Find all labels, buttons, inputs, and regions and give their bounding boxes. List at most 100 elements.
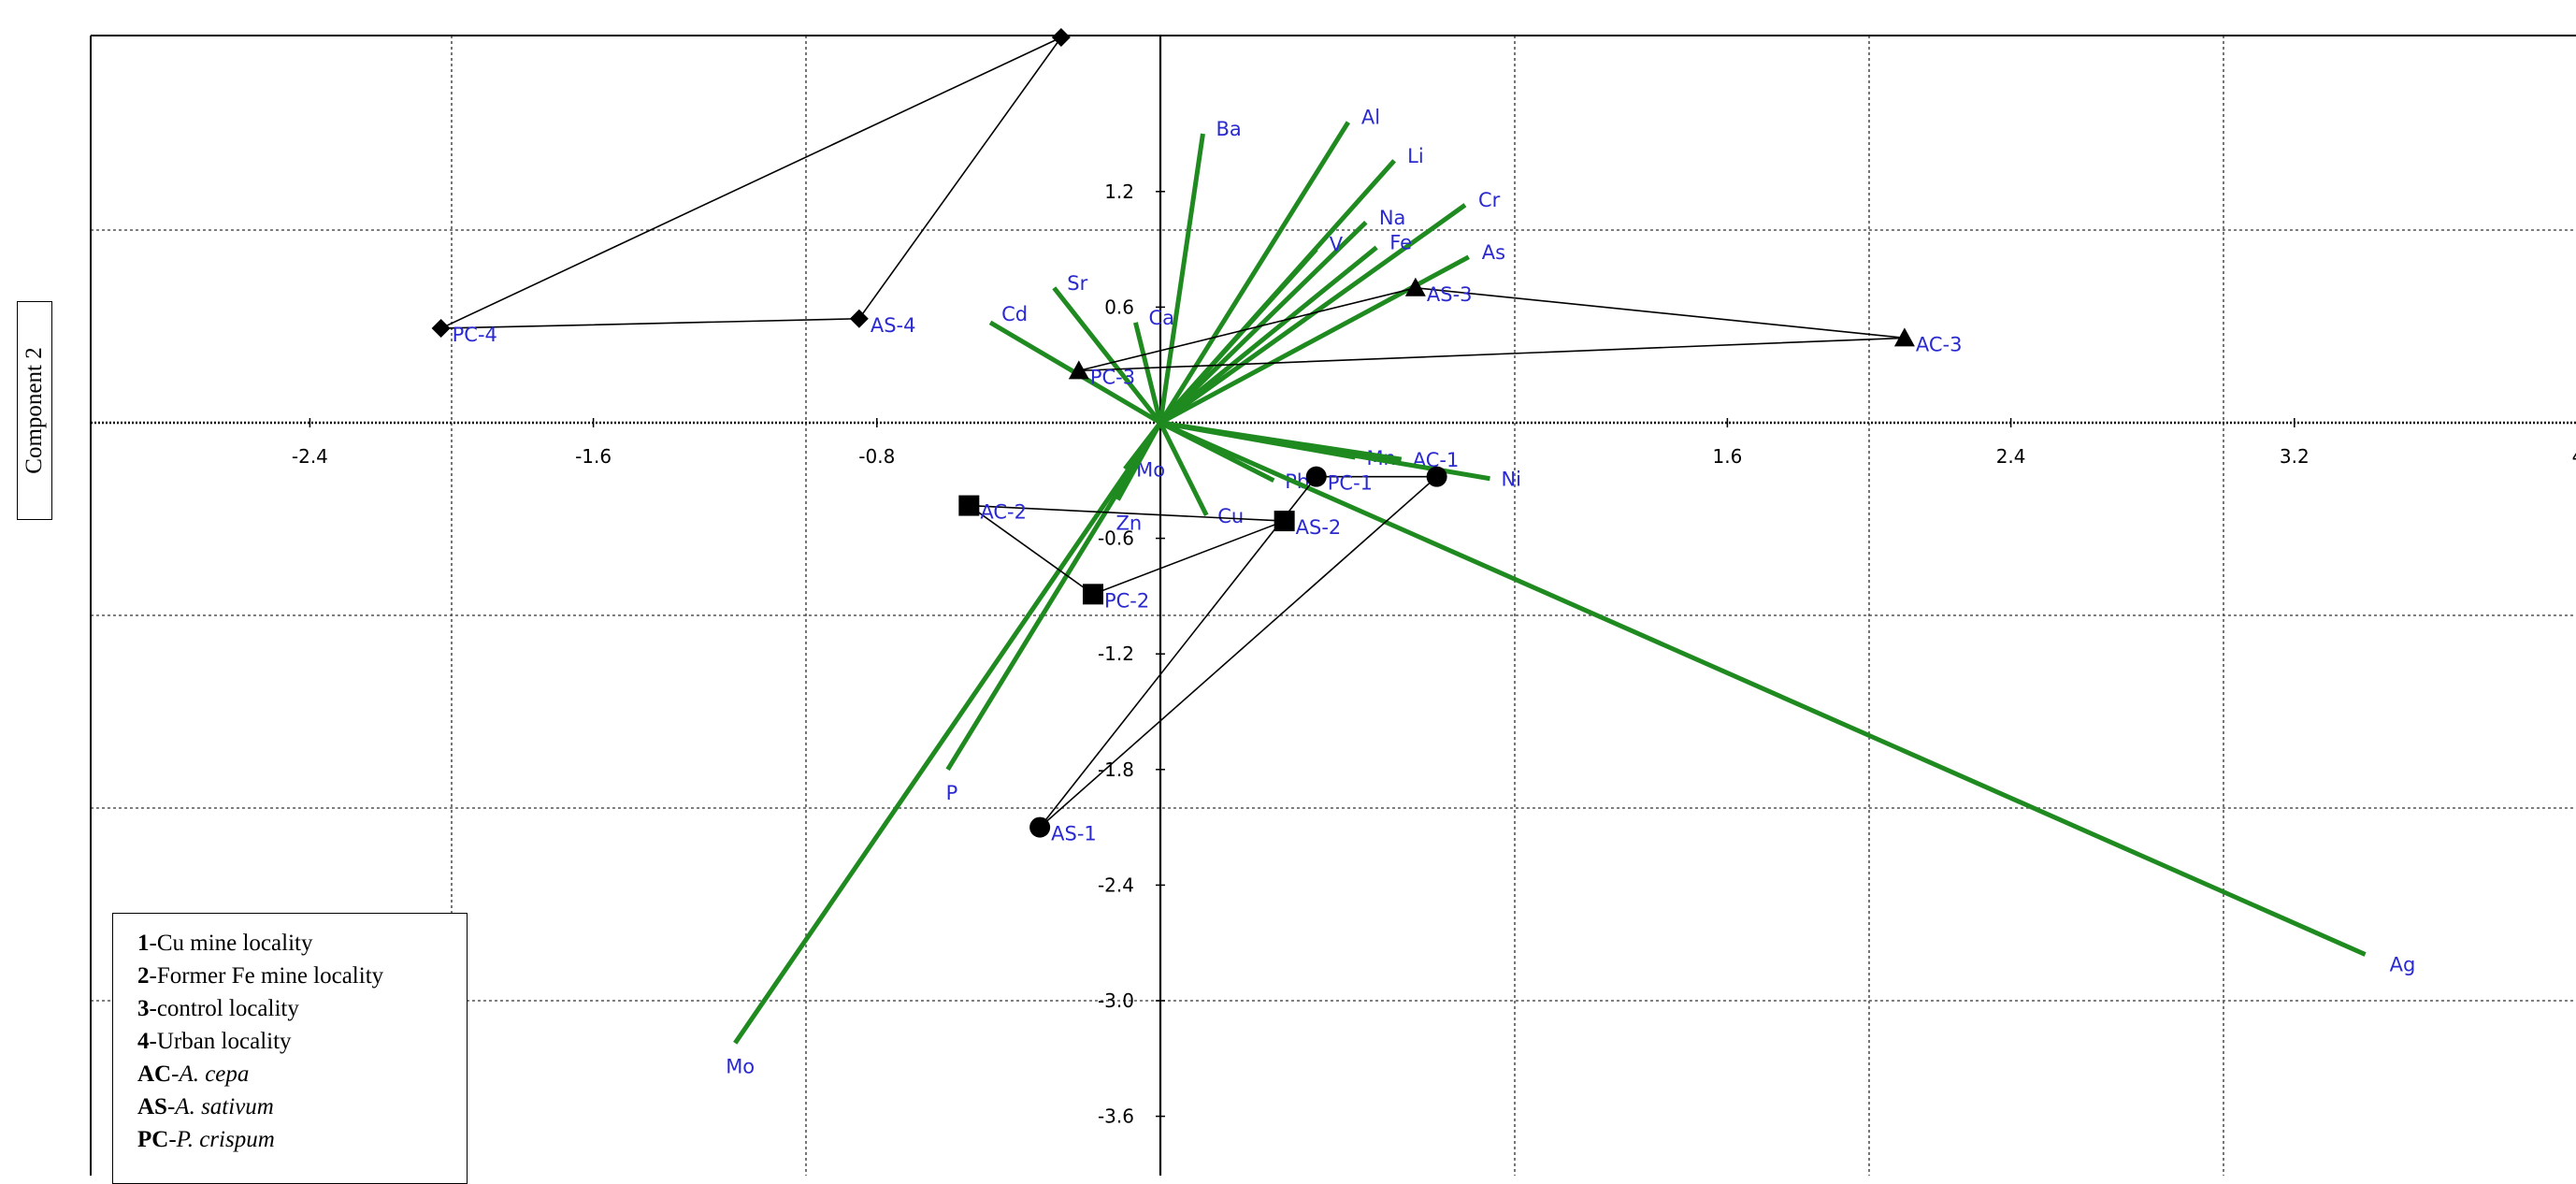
loading-vector [1052, 286, 1162, 425]
loading-label: Na [1379, 207, 1406, 229]
legend-item: 4-Urban locality [137, 1025, 467, 1058]
loading-vector [1133, 322, 1163, 424]
loading-label: Fe [1389, 232, 1412, 254]
y-tick-label: -1.8 [1098, 758, 1134, 781]
legend-text: -Urban locality [149, 1029, 292, 1054]
loading-label: Cr [1478, 189, 1501, 211]
group-polygons [440, 35, 1905, 829]
loading-label: Cd [1001, 303, 1028, 325]
score-point-square [1274, 511, 1295, 532]
legend-text: A. cepa [179, 1061, 250, 1087]
loading-vector [1158, 121, 1350, 425]
score-point-triangle [1068, 360, 1089, 380]
plot-frame [90, 35, 2576, 1176]
group-polygon [966, 504, 1285, 596]
zero-axes [91, 36, 2576, 1176]
legend-item: AC-A. cepa [137, 1061, 250, 1087]
loading-vector [1158, 220, 1368, 425]
loading-label: Ba [1216, 118, 1241, 140]
legend-key: 3 [137, 996, 150, 1021]
legend-item: 1-Cu mine locality [137, 927, 467, 960]
legend: 1-Cu mine locality 2-Former Fe mine loca… [112, 913, 468, 1184]
legend-text: A. sativum [175, 1094, 274, 1119]
score-point-square [958, 495, 980, 516]
legend-key: 1 [137, 931, 150, 956]
y-axis-label-box: Component 2 [17, 301, 52, 520]
y-axis-label: Component 2 [22, 347, 47, 474]
score-label: AS-1 [1051, 823, 1097, 845]
score-label: PC-2 [1104, 589, 1149, 612]
legend-key: PC [137, 1127, 169, 1152]
y-tick-label: -3.0 [1098, 989, 1134, 1012]
loading-label: Ni [1501, 469, 1521, 491]
score-point-circle [1426, 466, 1447, 487]
loading-label: P [946, 782, 958, 804]
legend-key: 2 [137, 963, 150, 989]
score-label: AS-4 [871, 314, 916, 337]
x-tick-label: 1.6 [1712, 445, 1742, 468]
legend-text: P. crispum [176, 1127, 275, 1152]
score-label: AS-2 [1296, 516, 1342, 539]
group-polygon [440, 35, 1064, 329]
loading-vector [1158, 420, 2367, 957]
loading-label: Cu [1217, 505, 1244, 527]
y-tick-label: -2.4 [1098, 874, 1134, 896]
y-tick-label: 0.6 [1104, 296, 1134, 318]
score-point-triangle [1893, 327, 1915, 347]
loading-label: As [1482, 241, 1505, 264]
score-label: AS-3 [1427, 283, 1473, 306]
loading-vectors: BaAlLiCrNaVFeAsSrCdCaMnAC-1NiPbCuMoZnPMo… [726, 107, 2415, 1078]
score-label: PC-4 [453, 324, 497, 346]
legend-item: 3-control locality [137, 992, 467, 1025]
x-tick-label: -0.8 [858, 445, 895, 468]
loading-vector [945, 421, 1163, 772]
loading-vector [733, 421, 1163, 1045]
point-labels: PC-4 AS-4 AS-3 AC-3 PC-3 PC-1 AS-1 AC-2 AS-2 PC-2 [453, 283, 1963, 845]
x-tick-label: -1.6 [575, 445, 612, 468]
group-polygon [1078, 286, 1905, 372]
legend-text: -control locality [149, 996, 299, 1021]
loading-vector [1158, 133, 1205, 424]
legend-key: AC [137, 1061, 172, 1087]
loading-vector [1158, 245, 1378, 425]
score-point-circle [1305, 466, 1327, 487]
loading-label: Ca [1148, 307, 1174, 329]
group-polygon [1039, 475, 1439, 829]
score-label: AC-2 [980, 501, 1027, 524]
score-label: PC-3 [1090, 366, 1135, 388]
loading-label: Zn [1116, 512, 1143, 534]
score-points [431, 28, 1915, 838]
y-tick-label: -3.6 [1098, 1105, 1134, 1128]
score-point-square [1082, 584, 1103, 605]
x-tick-label: 4 [2572, 445, 2576, 468]
tick-labels: -2.4 -1.6 -0.8 1.6 2.4 3.2 4 1.2 0.6 -0.6 -1.2 -1.8… [292, 180, 2576, 1128]
legend-item: AS-A. sativum [137, 1094, 274, 1119]
score-point-circle [1029, 816, 1051, 838]
loading-vector [1158, 421, 1209, 516]
x-tick-label: 2.4 [1996, 445, 2026, 468]
score-point-diamond [1051, 28, 1071, 47]
loading-label: Al [1361, 107, 1380, 129]
legend-item: 2-Former Fe mine locality [137, 960, 467, 992]
x-tick-label: 3.2 [2280, 445, 2310, 468]
score-label: PC-1 [1328, 472, 1373, 495]
score-point-triangle [1404, 277, 1426, 296]
legend-item: PC-P. crispum [137, 1127, 275, 1152]
legend-text: -Former Fe mine locality [149, 963, 384, 989]
loading-label: Li [1407, 145, 1424, 167]
loading-vector [1158, 247, 1318, 425]
legend-key: 4 [137, 1029, 150, 1054]
score-point-diamond [431, 319, 451, 339]
score-point-diamond [849, 309, 869, 328]
loading-label: V [1330, 234, 1344, 256]
y-tick-label: 1.2 [1104, 180, 1134, 203]
legend-text: -Cu mine locality [149, 931, 313, 956]
score-label: AC-3 [1916, 333, 1963, 355]
x-tick-label: -2.4 [292, 445, 328, 468]
y-tick-label: -0.6 [1098, 527, 1134, 550]
legend-key: AS [137, 1094, 167, 1119]
loading-label: Sr [1067, 272, 1087, 295]
y-tick-label: -1.2 [1098, 643, 1134, 665]
loading-label: Mo [726, 1055, 755, 1077]
